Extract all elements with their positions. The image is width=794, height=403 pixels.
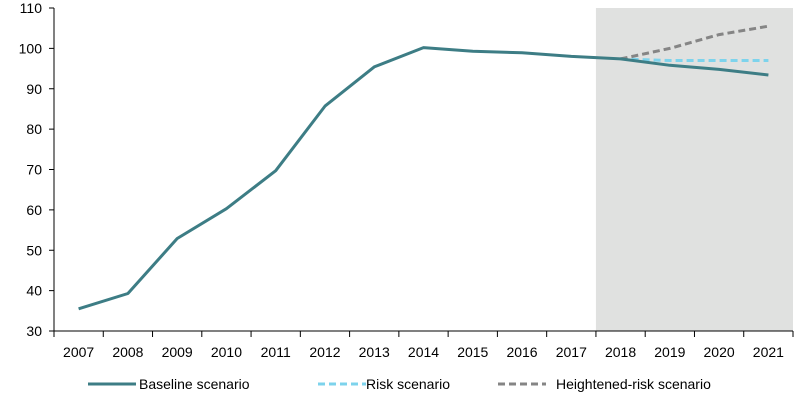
- x-tick-label: 2013: [359, 344, 390, 360]
- y-tick-label: 60: [26, 202, 42, 218]
- series-layer: [78, 24, 769, 311]
- series-line-1: [620, 57, 769, 62]
- y-tick-label: 50: [26, 242, 42, 258]
- legend-label-1: Risk scenario: [366, 376, 450, 392]
- x-tick-label: 2018: [605, 344, 636, 360]
- y-tick-label: 80: [26, 121, 42, 137]
- projection-shading: [595, 8, 793, 331]
- x-tick-label: 2008: [112, 344, 143, 360]
- x-tick-label: 2016: [506, 344, 537, 360]
- y-tick-label: 100: [19, 40, 43, 56]
- x-tick-label: 2019: [654, 344, 685, 360]
- series-line-2: [620, 24, 769, 61]
- y-tick-label: 70: [26, 162, 42, 178]
- x-tick-label: 2014: [408, 344, 439, 360]
- x-tick-label: 2010: [211, 344, 242, 360]
- legend-label-0: Baseline scenario: [139, 376, 250, 392]
- axes-layer: 30 40 50 60 70 80 90 100 110 2007 2008 2009 2010 2011…: [19, 0, 794, 360]
- x-tick-label: 2009: [162, 344, 193, 360]
- y-tick-label: 90: [26, 81, 42, 97]
- x-tick-label: 2012: [309, 344, 340, 360]
- x-tick-label: 2020: [704, 344, 735, 360]
- x-tick-label: 2021: [753, 344, 784, 360]
- series-line-0: [78, 46, 769, 311]
- x-tick-label: 2015: [457, 344, 488, 360]
- y-tick-label: 110: [20, 0, 43, 16]
- legend: Baseline scenario Risk scenario Heightened…: [88, 376, 711, 392]
- x-tick-label: 2011: [261, 344, 291, 360]
- x-tick-label: 2007: [63, 344, 94, 360]
- x-tick-label: 2017: [556, 344, 587, 360]
- legend-label-2: Heightened-risk scenario: [556, 376, 711, 392]
- projection-shading-layer: [595, 8, 793, 331]
- y-tick-label: 40: [26, 283, 42, 299]
- y-tick-label: 30: [26, 323, 42, 339]
